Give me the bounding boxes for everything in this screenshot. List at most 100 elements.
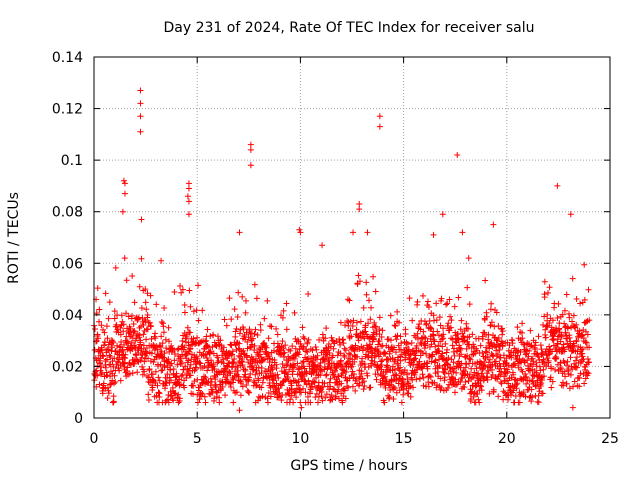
data-point xyxy=(541,313,548,320)
data-point xyxy=(464,284,471,291)
data-point xyxy=(139,371,146,378)
data-point xyxy=(526,347,533,354)
data-point xyxy=(161,304,168,311)
data-point xyxy=(174,379,181,386)
data-point xyxy=(321,380,328,387)
data-point xyxy=(548,365,555,372)
data-point xyxy=(153,301,160,308)
data-point xyxy=(274,340,281,347)
data-point xyxy=(365,354,372,361)
data-point xyxy=(113,323,120,330)
data-point xyxy=(108,380,115,387)
data-point xyxy=(403,339,410,346)
data-point xyxy=(549,336,556,343)
data-point xyxy=(506,342,513,349)
data-point xyxy=(465,325,472,332)
data-point xyxy=(216,399,223,406)
data-point xyxy=(405,346,412,353)
data-point xyxy=(257,321,264,328)
data-point xyxy=(149,384,156,391)
data-point xyxy=(242,367,249,374)
data-point xyxy=(204,367,211,374)
data-point xyxy=(466,301,473,308)
data-point xyxy=(104,356,111,363)
data-point xyxy=(398,399,405,406)
data-point xyxy=(355,337,362,344)
data-point xyxy=(371,323,378,330)
data-point xyxy=(544,311,551,318)
data-point xyxy=(136,332,143,339)
data-point xyxy=(199,380,206,387)
data-point xyxy=(454,331,461,338)
data-point xyxy=(187,345,194,352)
data-point xyxy=(162,382,169,389)
data-point xyxy=(220,356,227,363)
data-point xyxy=(468,365,475,372)
data-point xyxy=(94,372,101,379)
data-point xyxy=(239,293,246,300)
data-point xyxy=(202,374,209,381)
data-point xyxy=(561,368,568,375)
data-point xyxy=(321,358,328,365)
data-point xyxy=(517,349,524,356)
data-point xyxy=(135,314,142,321)
data-point xyxy=(392,371,399,378)
data-point xyxy=(479,366,486,373)
data-point xyxy=(245,389,252,396)
data-point xyxy=(296,365,303,372)
data-point xyxy=(483,349,490,356)
data-point xyxy=(284,361,291,368)
data-point xyxy=(491,358,498,365)
y-tick-label: 0.08 xyxy=(52,205,83,221)
data-point xyxy=(112,264,119,271)
data-point xyxy=(487,306,494,313)
data-point xyxy=(416,375,423,382)
data-point xyxy=(105,347,112,354)
data-point xyxy=(444,385,451,392)
data-point xyxy=(151,333,158,340)
data-point xyxy=(177,360,184,367)
data-point xyxy=(228,342,235,349)
data-point xyxy=(203,354,210,361)
data-point xyxy=(156,390,163,397)
data-point xyxy=(336,395,343,402)
data-point xyxy=(327,375,334,382)
data-point xyxy=(539,349,546,356)
data-point xyxy=(519,320,526,327)
data-point xyxy=(222,392,229,399)
data-point xyxy=(199,307,206,314)
data-point xyxy=(393,372,400,379)
data-point xyxy=(581,261,588,268)
data-point xyxy=(397,346,404,353)
data-point xyxy=(470,393,477,400)
x-axis-label: GPS time / hours xyxy=(290,458,407,474)
data-point xyxy=(457,347,464,354)
data-point xyxy=(543,363,550,370)
data-point xyxy=(111,372,118,379)
data-point xyxy=(165,324,172,331)
data-point xyxy=(166,338,173,345)
data-point xyxy=(111,355,118,362)
data-point xyxy=(96,318,103,325)
data-point xyxy=(424,365,431,372)
data-point xyxy=(413,376,420,383)
data-point xyxy=(466,371,473,378)
y-tick-label: 0.1 xyxy=(61,153,83,169)
data-point xyxy=(110,398,117,405)
data-point xyxy=(116,367,123,374)
data-point xyxy=(131,328,138,335)
data-point xyxy=(204,379,211,386)
data-point xyxy=(307,384,314,391)
data-point xyxy=(367,316,374,323)
data-point xyxy=(110,339,117,346)
data-point xyxy=(345,384,352,391)
data-point xyxy=(498,368,505,375)
data-point xyxy=(390,383,397,390)
data-point xyxy=(353,326,360,333)
data-point xyxy=(472,383,479,390)
data-point xyxy=(479,335,486,342)
data-point xyxy=(337,350,344,357)
data-point xyxy=(573,296,580,303)
data-point xyxy=(330,345,337,352)
data-point xyxy=(454,151,461,158)
